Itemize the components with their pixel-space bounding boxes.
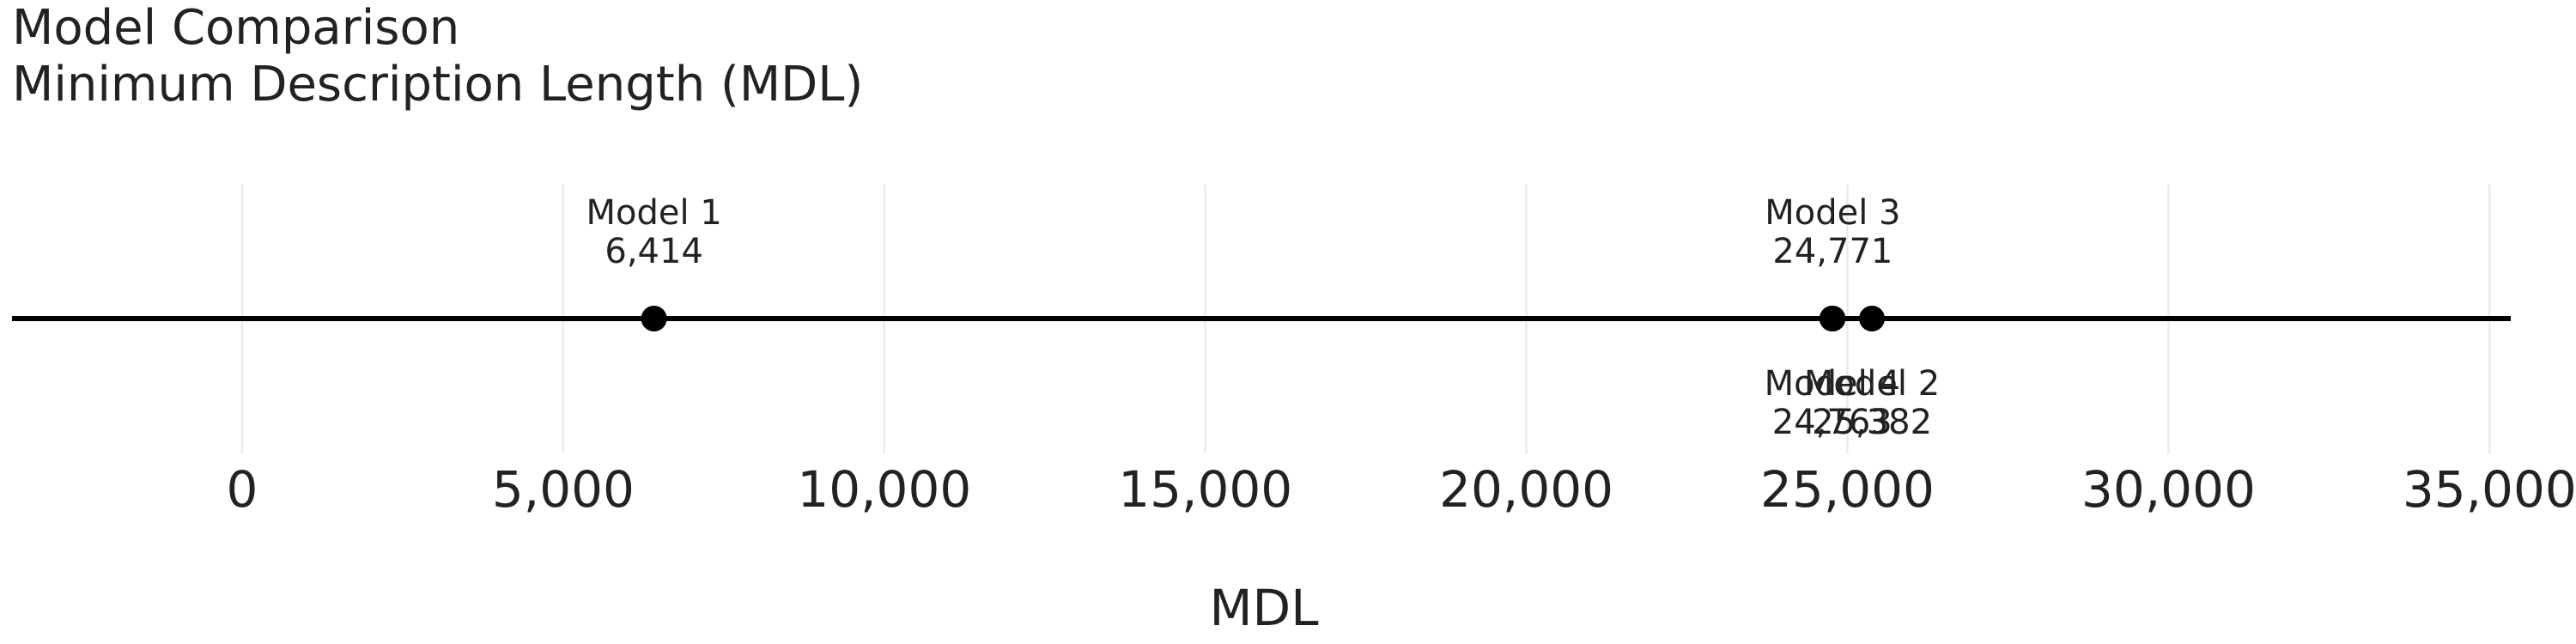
x-tick-label: 15,000: [1118, 460, 1292, 519]
chart-title-text: Model Comparison: [12, 0, 460, 56]
point-name-label: Model 3: [1765, 193, 1900, 233]
x-tick-label: 30,000: [2081, 460, 2256, 519]
point-value-label: 24,763: [1772, 403, 1893, 442]
chart-subtitle: Minimum Description Length (MDL): [12, 57, 864, 112]
x-tick-label: 25,000: [1760, 460, 1935, 519]
x-tick-label: 20,000: [1439, 460, 1613, 519]
point-value-label: 25,382: [1812, 403, 1932, 442]
point-labels: Model 16,414 Model 225,382 Model 324,771 Mo…: [586, 193, 1941, 442]
data-point: [1819, 306, 1845, 331]
x-tick-label: 35,000: [2403, 460, 2576, 519]
x-tick-label: 5,000: [492, 460, 635, 519]
x-tick-label: 0: [227, 460, 258, 519]
chart-title: Model Comparison Minimum Description Len…: [12, 0, 863, 113]
point-name-label: Model 2: [1804, 364, 1940, 404]
data-point: [641, 306, 667, 331]
data-points: [641, 306, 1886, 331]
data-point: [1859, 306, 1886, 331]
point-value-label: 24,771: [1772, 232, 1893, 271]
point-value-label: 6,414: [605, 232, 703, 271]
x-tick-label: 10,000: [797, 460, 971, 519]
point-name-label: Model 4: [1765, 364, 1900, 404]
point-name-label: Model 1: [586, 193, 722, 233]
x-tick-labels: 0 5,000 10,000 15,000 20,000 25,000 30,000 35,0…: [227, 460, 2576, 519]
x-axis-title: MDL: [1209, 579, 1318, 637]
